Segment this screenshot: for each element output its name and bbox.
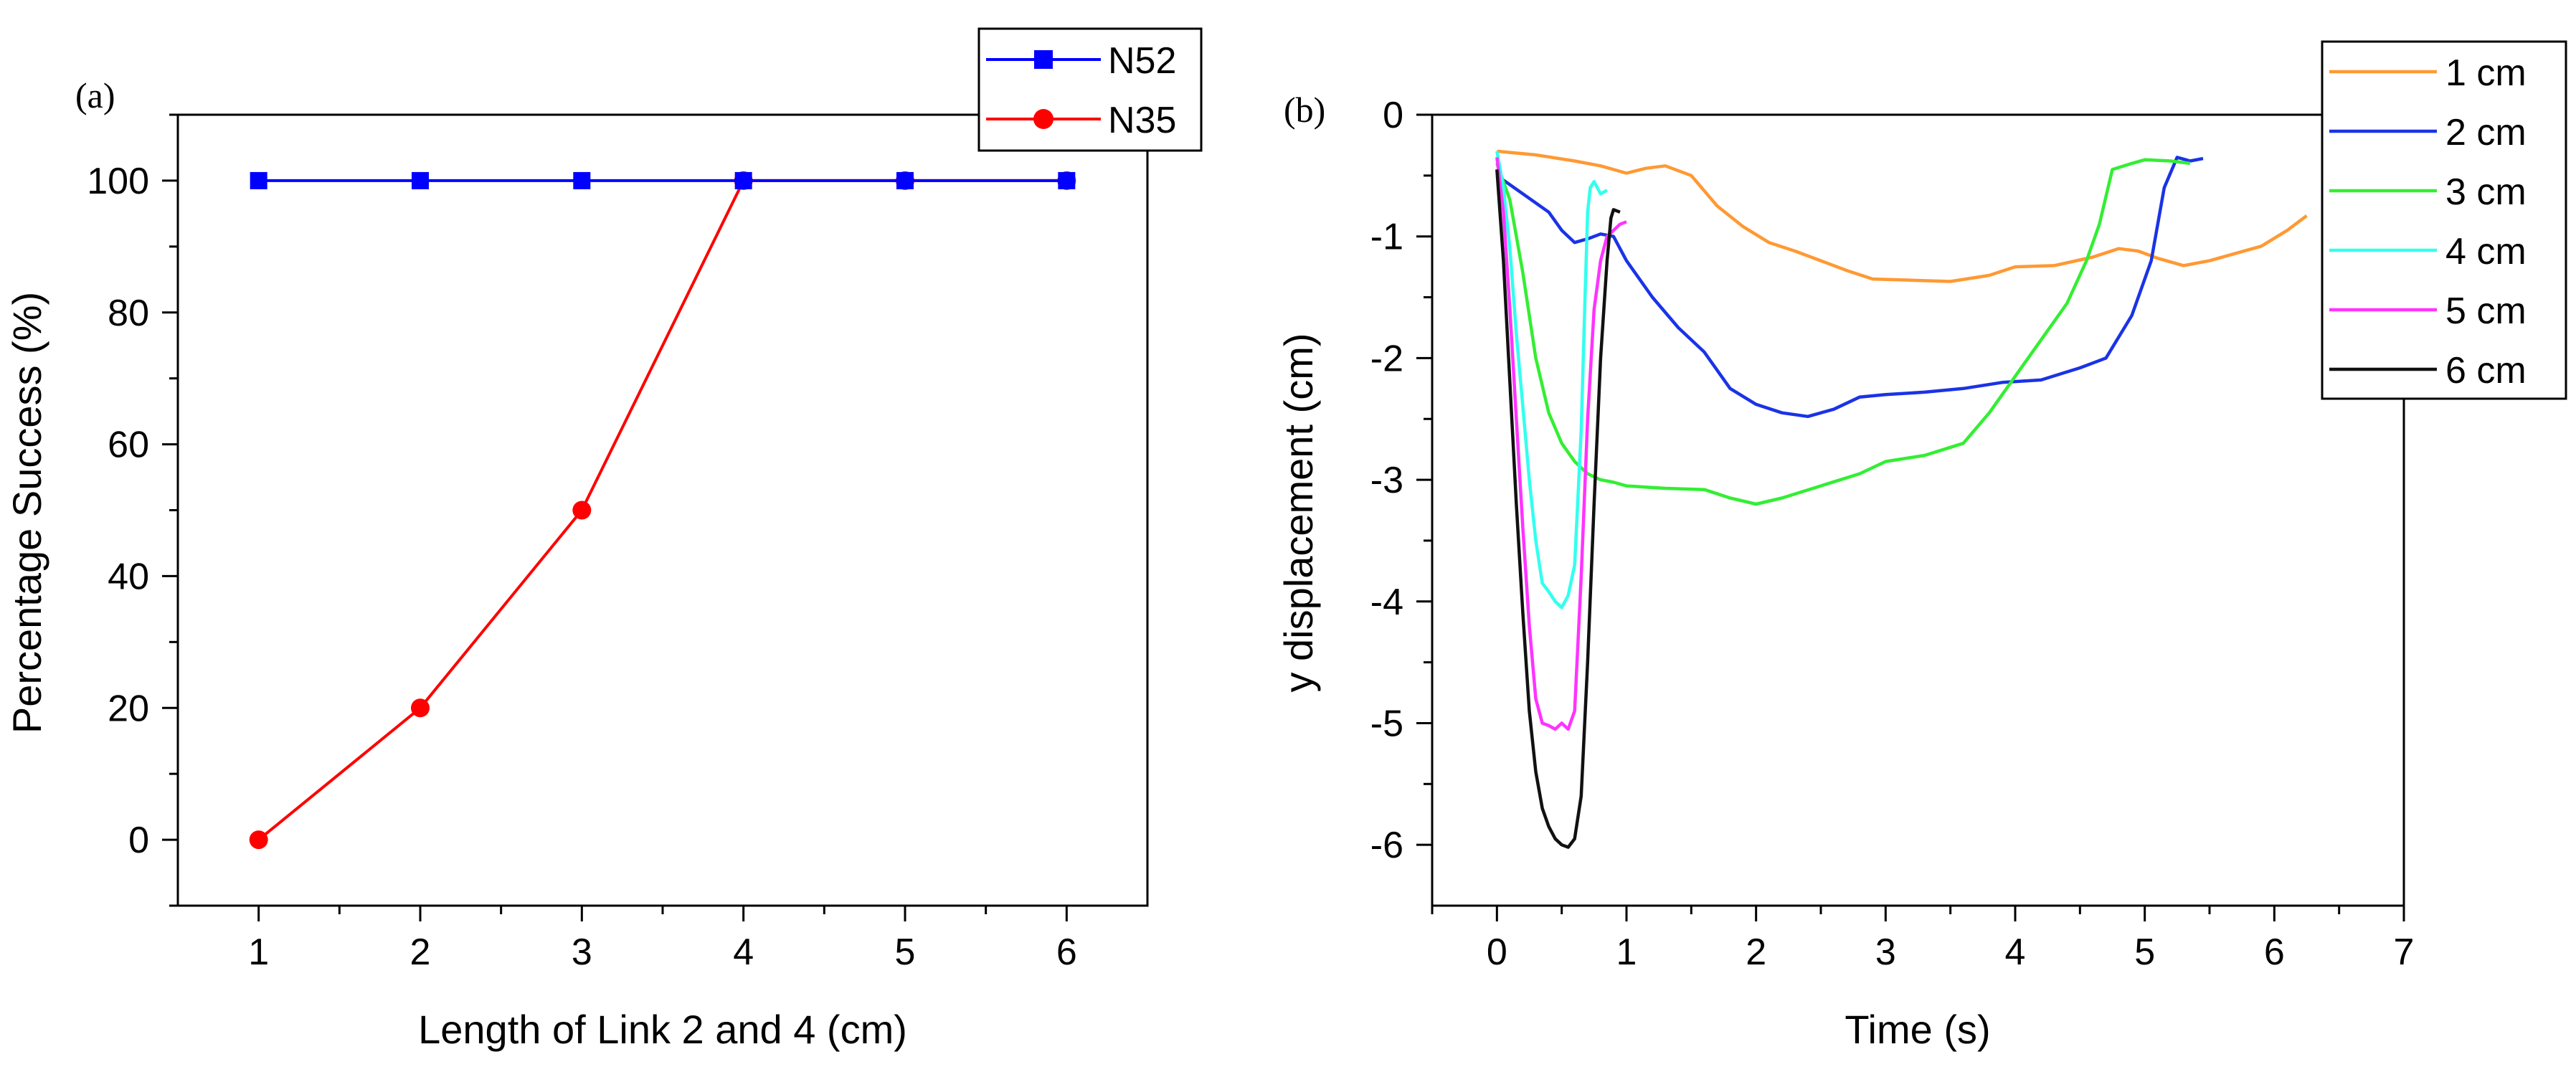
panel-a-y-tick-label: 40	[108, 556, 149, 597]
series-n35-point	[411, 698, 430, 718]
panel-b-x-axis-label: Time (s)	[1845, 1007, 1990, 1052]
panel-a-x-tick-label: 6	[1056, 931, 1077, 973]
panel-b-x-tick-label: 5	[2134, 931, 2155, 973]
series-5cm-line	[1495, 157, 1627, 731]
panel-a-y-axis-label: Percentage Success (%)	[4, 292, 49, 734]
legend-n35-marker	[1033, 109, 1053, 129]
panel-b-x-tick-label: 3	[1875, 931, 1896, 973]
panel-b-y-tick-label: -2	[1370, 338, 1403, 379]
panel-b-legend-box	[2321, 40, 2567, 400]
legend-n35-label: N35	[1108, 100, 1176, 141]
panel-a-y-tick-label: 80	[108, 293, 149, 334]
series-1cm-line	[1497, 149, 2308, 283]
panel-a-legend-box	[977, 27, 1203, 152]
panel-a-x-axis-label: Length of Link 2 and 4 (cm)	[418, 1007, 907, 1052]
legend-n52-marker	[1034, 50, 1053, 69]
panel-b-x-tick-label: 0	[1487, 931, 1507, 973]
panel-a-y-tick-label: 0	[128, 820, 149, 861]
panel-a-x-tick-label: 3	[572, 931, 592, 973]
series-n35-point	[572, 501, 592, 520]
series-3cm-line	[1495, 158, 2191, 506]
legend-n52-label: N52	[1108, 40, 1176, 82]
panel-a-series	[249, 171, 1076, 850]
legend-4cm-label: 4 cm	[2445, 231, 2527, 272]
panel-b-y-tick-label: -1	[1370, 217, 1403, 258]
panel-a-y-tick-label: 20	[108, 688, 149, 729]
panel-a-x-tick-label: 5	[895, 931, 916, 973]
panel-b-y-tick-label: -5	[1370, 703, 1403, 744]
series-n52-point	[1058, 171, 1076, 189]
series-n35-line	[257, 179, 1067, 841]
panel-b-x-tick-label: 1	[1616, 931, 1637, 973]
series-n52-point	[412, 171, 429, 189]
panel-b-x-ticks: 0 1 2 3 4 5 6 7	[1431, 906, 2415, 973]
panel-a-x-tick-label: 2	[410, 931, 431, 973]
legend-6cm-label: 6 cm	[2445, 350, 2527, 392]
panel-b-x-tick-label: 7	[2394, 931, 2415, 973]
panel-a-y-tick-label: 100	[87, 161, 149, 202]
panel-b-y-tick-label: -6	[1370, 825, 1403, 866]
legend-3cm-label: 3 cm	[2445, 171, 2527, 213]
panel-b-label: (b)	[1284, 90, 1325, 130]
panel-a-x-tick-label: 4	[733, 931, 754, 973]
series-4cm-line	[1495, 151, 1609, 610]
panel-a-x-ticks: 1 2 3 4 5 6	[248, 906, 1077, 973]
legend-5cm-label: 5 cm	[2445, 290, 2527, 332]
series-6cm-line	[1495, 169, 1621, 849]
panel-a: (a) 1 2 3 4 5 6 0 20 40 60 80 100 Length of Link 2…	[4, 27, 1203, 1052]
panel-b-y-tick-label: -3	[1370, 460, 1403, 501]
panel-b: (b) 0 1 2 3 4 5 6 7 0 -1 -2 -3 -4 -5 -6 Time (s) y di…	[1276, 40, 2567, 1052]
panel-a-y-tick-label: 60	[108, 425, 149, 466]
series-n35-point	[249, 830, 268, 850]
legend-2cm-label: 2 cm	[2445, 112, 2527, 153]
panel-b-x-tick-label: 4	[2005, 931, 2026, 973]
panel-a-y-ticks: 0 20 40 60 80 100	[87, 113, 178, 907]
panel-b-y-tick-label: 0	[1383, 95, 1403, 136]
series-n52-point	[573, 171, 591, 189]
series-n52-point	[896, 171, 914, 189]
panel-a-legend: N52 N35	[977, 27, 1203, 152]
legend-1cm-label: 1 cm	[2445, 52, 2527, 94]
panel-b-x-tick-label: 6	[2264, 931, 2285, 973]
panel-a-label: (a)	[75, 75, 115, 115]
panel-b-plot-frame	[1431, 113, 2405, 907]
panel-b-x-tick-label: 2	[1746, 931, 1766, 973]
panel-a-x-tick-label: 1	[248, 931, 269, 973]
series-n52-point	[250, 171, 267, 189]
panel-b-y-ticks: 0 -1 -2 -3 -4 -5 -6	[1370, 95, 1432, 866]
panel-b-y-tick-label: -4	[1370, 582, 1403, 623]
panel-b-y-axis-label: y displacement (cm)	[1276, 333, 1321, 692]
series-2cm-line	[1496, 156, 2204, 419]
series-n52-point	[734, 171, 752, 189]
panel-b-series	[1495, 149, 2308, 849]
panel-b-legend: 1 cm 2 cm 3 cm 4 cm 5 cm 6 cm	[2321, 40, 2567, 400]
